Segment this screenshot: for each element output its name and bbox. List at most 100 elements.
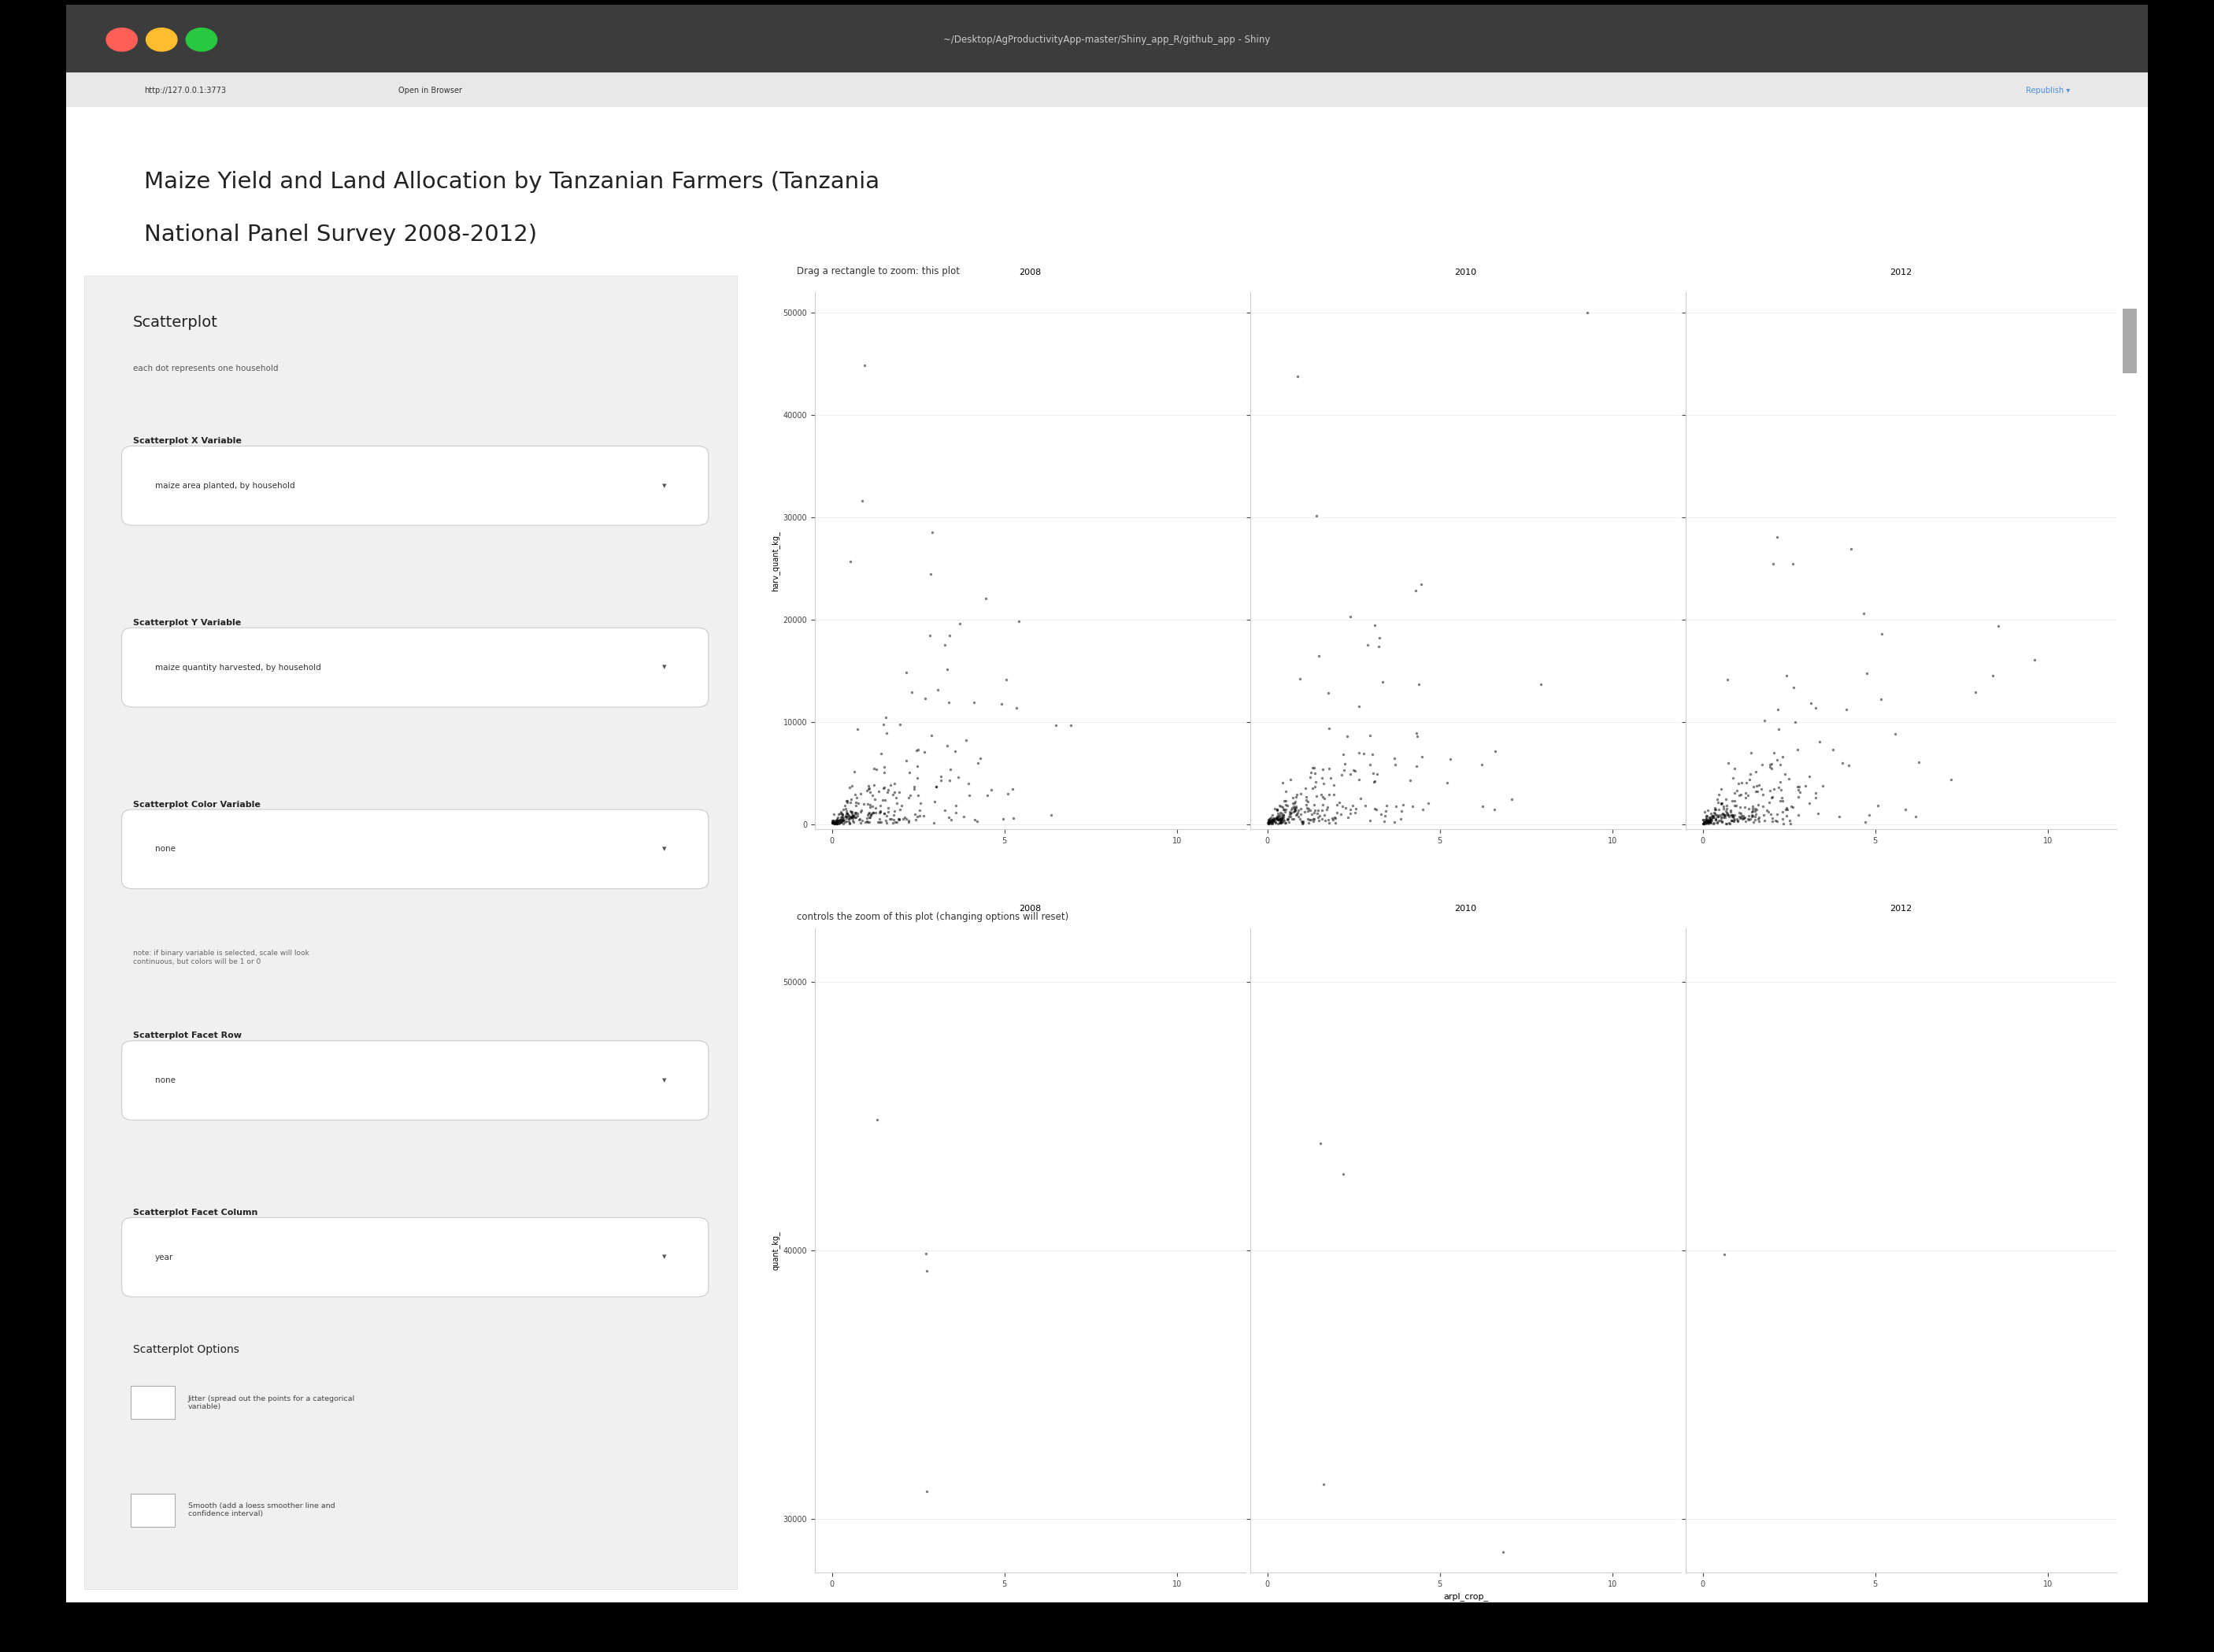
Point — [1466, 793, 1501, 819]
Point — [1486, 1540, 1521, 1566]
Point — [1734, 803, 1769, 829]
Point — [1311, 781, 1346, 808]
FancyBboxPatch shape — [131, 1386, 175, 1419]
Point — [837, 800, 872, 826]
Point — [1780, 776, 1815, 803]
Point — [1320, 791, 1355, 818]
Point — [1333, 800, 1368, 826]
Point — [886, 806, 921, 833]
Point — [881, 806, 917, 833]
Point — [1776, 674, 1811, 700]
Point — [1727, 803, 1762, 829]
Point — [1707, 1241, 1742, 1267]
Point — [1273, 801, 1308, 828]
Point — [1262, 806, 1297, 833]
Point — [1740, 808, 1776, 834]
Point — [1738, 778, 1773, 805]
FancyBboxPatch shape — [131, 1493, 175, 1526]
Point — [826, 806, 861, 833]
Text: Maize Yield and Land Allocation by Tanzanian Farmers (Tanzania: Maize Yield and Land Allocation by Tanza… — [144, 170, 879, 193]
Point — [1255, 806, 1291, 833]
Point — [866, 775, 901, 801]
Point — [1687, 808, 1722, 834]
Point — [870, 798, 906, 824]
Point — [835, 801, 870, 828]
Point — [852, 795, 888, 821]
Point — [1386, 791, 1421, 818]
Point — [1689, 809, 1725, 836]
Point — [1725, 770, 1760, 796]
Point — [1685, 806, 1720, 833]
Point — [888, 805, 923, 831]
Point — [1703, 803, 1738, 829]
Point — [866, 800, 901, 826]
Point — [832, 811, 868, 838]
Point — [1260, 805, 1295, 831]
Point — [1700, 786, 1736, 813]
Point — [1284, 808, 1320, 834]
Point — [1716, 803, 1751, 829]
Point — [1262, 808, 1297, 834]
Point — [948, 727, 983, 753]
Point — [1266, 805, 1302, 831]
Point — [1694, 805, 1729, 831]
Point — [1711, 803, 1747, 829]
Point — [1342, 740, 1377, 767]
Point — [1731, 806, 1767, 833]
Point — [819, 811, 855, 838]
Point — [1729, 770, 1765, 796]
Point — [1716, 803, 1751, 829]
Point — [835, 803, 870, 829]
Point — [848, 808, 883, 834]
Point — [1714, 796, 1749, 823]
Point — [1304, 785, 1339, 811]
Point — [1691, 805, 1727, 831]
Point — [1685, 809, 1720, 836]
Text: none: none — [155, 1077, 175, 1084]
Point — [1765, 743, 1800, 770]
Point — [1705, 805, 1740, 831]
Point — [1738, 806, 1773, 833]
Point — [1302, 1130, 1337, 1156]
Point — [821, 806, 857, 833]
Point — [963, 745, 999, 771]
Point — [1707, 798, 1742, 824]
Point — [1264, 808, 1300, 834]
Point — [1705, 790, 1740, 816]
Point — [1297, 755, 1333, 781]
Point — [1258, 805, 1293, 831]
Point — [837, 800, 872, 826]
Point — [1302, 643, 1337, 669]
Point — [1736, 793, 1771, 819]
Text: ▾: ▾ — [662, 482, 666, 489]
Point — [1295, 775, 1331, 801]
Point — [1275, 806, 1311, 833]
Point — [1716, 808, 1751, 834]
Point — [832, 786, 868, 813]
Point — [821, 811, 857, 838]
Point — [950, 770, 985, 796]
Point — [1277, 790, 1313, 816]
Point — [1707, 801, 1742, 828]
Point — [1293, 806, 1328, 833]
Text: none: none — [155, 846, 175, 852]
Point — [861, 809, 897, 836]
Point — [968, 585, 1003, 611]
Point — [848, 808, 883, 834]
Point — [956, 689, 992, 715]
Point — [1778, 709, 1813, 735]
Point — [1269, 796, 1304, 823]
Point — [1251, 809, 1286, 836]
Point — [1311, 715, 1346, 742]
Point — [1709, 800, 1745, 826]
Point — [1736, 798, 1771, 824]
Point — [1720, 770, 1756, 796]
Point — [1877, 720, 1913, 747]
Point — [855, 800, 890, 826]
Point — [1251, 809, 1286, 836]
Point — [1289, 795, 1324, 821]
Point — [1280, 801, 1315, 828]
Point — [826, 808, 861, 834]
Point — [1255, 808, 1291, 834]
Point — [1251, 808, 1286, 834]
